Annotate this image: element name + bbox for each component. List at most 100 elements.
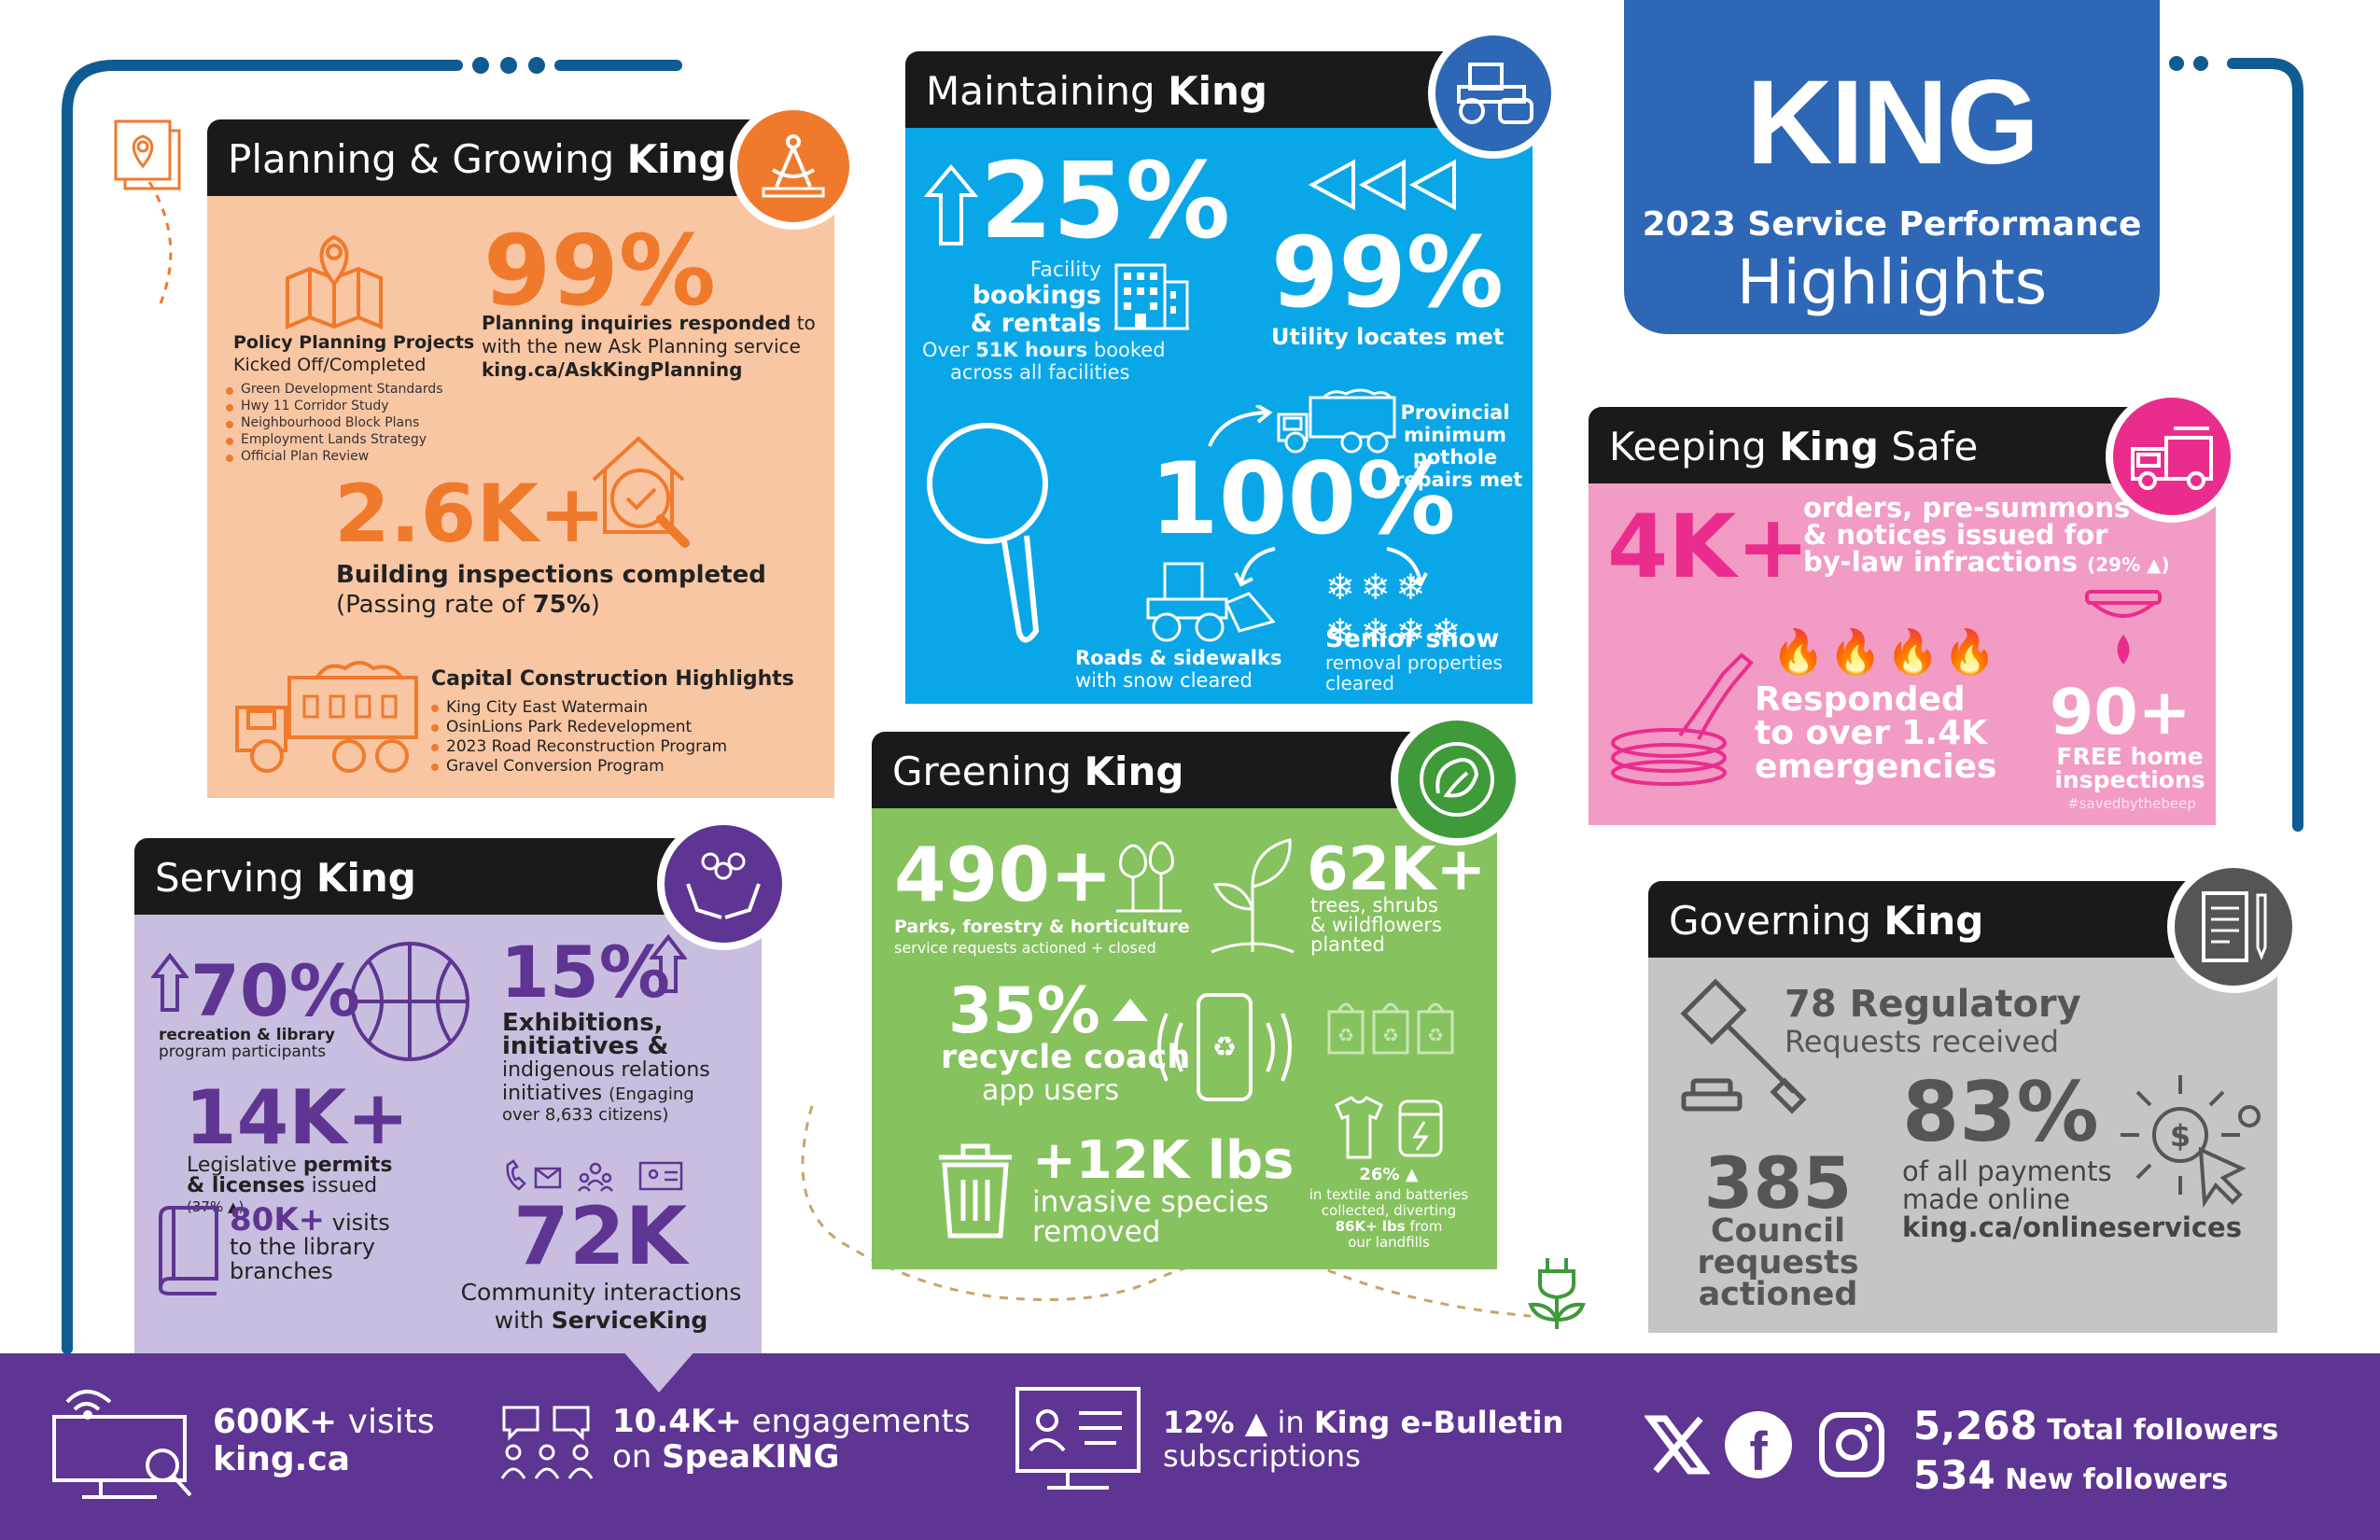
greening-stat5: 26% ▲ bbox=[1359, 1165, 1419, 1184]
dump-truck-small-icon bbox=[1277, 388, 1396, 454]
sprout-icon bbox=[1211, 838, 1295, 954]
governing-panel bbox=[1648, 950, 2277, 1333]
recycle-bags-icon: ♻ ♻ ♻ bbox=[1327, 1002, 1454, 1055]
planning-stat2-text: Building inspections completed bbox=[336, 561, 766, 589]
building-icon bbox=[1114, 263, 1189, 330]
list-item: Neighbourhood Block Plans bbox=[224, 414, 443, 431]
list-item: King City East Watermain bbox=[429, 698, 727, 718]
planning-stat1: 99% bbox=[483, 214, 716, 328]
serving-stat1-text: recreation & library program participants bbox=[159, 1026, 335, 1061]
maintaining-stat2: 99% bbox=[1271, 216, 1504, 329]
up-arrow-icon bbox=[151, 952, 189, 1012]
document-pen-icon bbox=[2167, 861, 2300, 993]
payment-click-icon: $ bbox=[2121, 1075, 2261, 1208]
flames-icon: 🔥🔥🔥🔥 bbox=[1771, 626, 2001, 677]
hashtag: #savedbythebeep bbox=[2067, 795, 2196, 812]
maintaining-stat1: 25% bbox=[980, 141, 1231, 262]
maintaining-header: Maintaining King bbox=[905, 51, 1484, 128]
maintaining-stat3: 100% bbox=[1150, 441, 1456, 556]
safe-stat1-text: orders, pre-summons & notices issued for b… bbox=[1803, 492, 2170, 578]
senior-text: Senior snow bbox=[1325, 624, 1500, 653]
snowplow-icon bbox=[1146, 562, 1276, 642]
safe-panel bbox=[1589, 476, 2216, 825]
greening-header: Greening King bbox=[872, 732, 1450, 808]
list-item: Green Development Standards bbox=[224, 381, 443, 398]
steamroller-icon bbox=[1428, 28, 1559, 159]
policy-title: Policy Planning Projects bbox=[233, 332, 475, 353]
dump-truck-icon bbox=[235, 661, 418, 773]
arrow-icon bbox=[1208, 405, 1273, 447]
governing-stat2: 83% bbox=[1902, 1064, 2099, 1160]
svg-text:♻: ♻ bbox=[1382, 1024, 1399, 1046]
planning-title-king: King bbox=[626, 136, 727, 182]
safe-stat1: 4K+ bbox=[1607, 497, 1811, 598]
governing-header: Governing King bbox=[1648, 881, 2227, 958]
house-inspect-icon bbox=[592, 436, 690, 548]
list-item: OsinLions Park Redevelopment bbox=[429, 718, 727, 737]
serving-stat2: 15% bbox=[500, 931, 670, 1014]
fire-hose-icon bbox=[1611, 652, 1754, 786]
basketball-icon bbox=[350, 942, 469, 1061]
up-arrow-icon bbox=[650, 933, 687, 993]
speech-pointer bbox=[622, 1350, 696, 1393]
leaf-globe-icon bbox=[1391, 713, 1523, 846]
hands-people-icon bbox=[657, 818, 790, 950]
serving-panel bbox=[134, 907, 762, 1355]
flags-icon bbox=[1308, 159, 1456, 211]
map-icon bbox=[286, 234, 383, 329]
svg-text:♻: ♻ bbox=[1337, 1024, 1354, 1046]
instagram-icon[interactable] bbox=[1818, 1411, 1885, 1478]
svg-text:$: $ bbox=[2170, 1118, 2191, 1154]
safe-header: Keeping King Safe bbox=[1589, 407, 2158, 483]
capital-list: King City East Watermain OsinLions Park … bbox=[429, 698, 727, 777]
trees-icon bbox=[1116, 841, 1182, 913]
greening-stat4-text: invasive species removed bbox=[1032, 1185, 1269, 1249]
greening-stat2-text: trees, shrubs & wildflowers planted bbox=[1310, 894, 1442, 956]
planning-header: Planning & Growing King bbox=[207, 119, 805, 196]
planning-stat2-sub: (Passing rate of 75%) bbox=[336, 591, 600, 619]
firetruck-icon bbox=[2106, 390, 2238, 523]
serving-stat3-text: Legislative permits & licenses issued (37%… bbox=[187, 1154, 393, 1216]
king-logo: KING bbox=[1746, 56, 2039, 189]
greening-stat3-text: recycle coach bbox=[941, 1039, 1191, 1076]
x-logo-icon[interactable] bbox=[1645, 1415, 1710, 1475]
governing-stat2-text: of all payments made online king.ca/online… bbox=[1902, 1155, 2242, 1243]
compass-icon bbox=[730, 103, 857, 230]
planning-stat2: 2.6K+ bbox=[334, 468, 607, 561]
serving-stat5-text: Community interactions with ServiceKing bbox=[460, 1279, 742, 1334]
trash-can-icon bbox=[939, 1143, 1012, 1239]
safe-stat2-text: FREE home inspections bbox=[2054, 743, 2205, 793]
governing-stat3-text: Council requests actioned bbox=[1697, 1212, 1859, 1313]
phone-recycle-icon: ♻ bbox=[1157, 993, 1292, 1101]
list-item: Gravel Conversion Program bbox=[429, 757, 727, 777]
up-arrow-icon bbox=[924, 163, 978, 245]
governing-stat1: 78 Regulatory bbox=[1785, 983, 2081, 1026]
map-pin-icon bbox=[114, 119, 181, 190]
up-triangle-icon bbox=[1113, 999, 1148, 1021]
greening-stat1: 490+ bbox=[894, 832, 1113, 918]
shirt-battery-icon bbox=[1335, 1096, 1443, 1159]
serving-header: Serving King bbox=[134, 838, 713, 915]
newsletter-monitor-icon bbox=[1015, 1387, 1141, 1490]
footer-visits: 600K+ visits king.ca bbox=[213, 1403, 435, 1478]
maintaining-hours: Over 51K hours booked bbox=[922, 339, 1166, 361]
facebook-icon[interactable]: f bbox=[1725, 1411, 1792, 1482]
brand-box: KING 2023 Service Performance Highlights bbox=[1624, 0, 2160, 334]
footer-bar bbox=[0, 1353, 2380, 1540]
serving-stat1: 70% bbox=[190, 949, 360, 1032]
maintaining-panel bbox=[905, 121, 1533, 704]
roads-text: Roads & sidewalks bbox=[1075, 647, 1282, 669]
serving-stat5: 72K bbox=[513, 1190, 688, 1283]
planning-stat1-text: Planning inquiries responded to with the… bbox=[482, 312, 816, 381]
magnifier-icon bbox=[927, 423, 1048, 643]
greening-stat2: 62K+ bbox=[1307, 835, 1487, 904]
greening-stat5-text: in textile and batteries collected, diver… bbox=[1309, 1186, 1469, 1251]
policy-list: Green Development Standards Hwy 11 Corri… bbox=[224, 381, 443, 465]
policy-sub: Kicked Off/Completed bbox=[233, 355, 427, 375]
greening-stat3: 35% bbox=[948, 974, 1100, 1048]
engagement-people-icon bbox=[500, 1406, 594, 1479]
brand-title: Highlights bbox=[1736, 246, 2048, 318]
footer-bulletin: 12% ▲ in King e-Bulletin subscriptions bbox=[1163, 1405, 1564, 1474]
smoke-alarm-icon bbox=[2085, 590, 2162, 665]
arrow-down-left-icon bbox=[1234, 547, 1276, 587]
